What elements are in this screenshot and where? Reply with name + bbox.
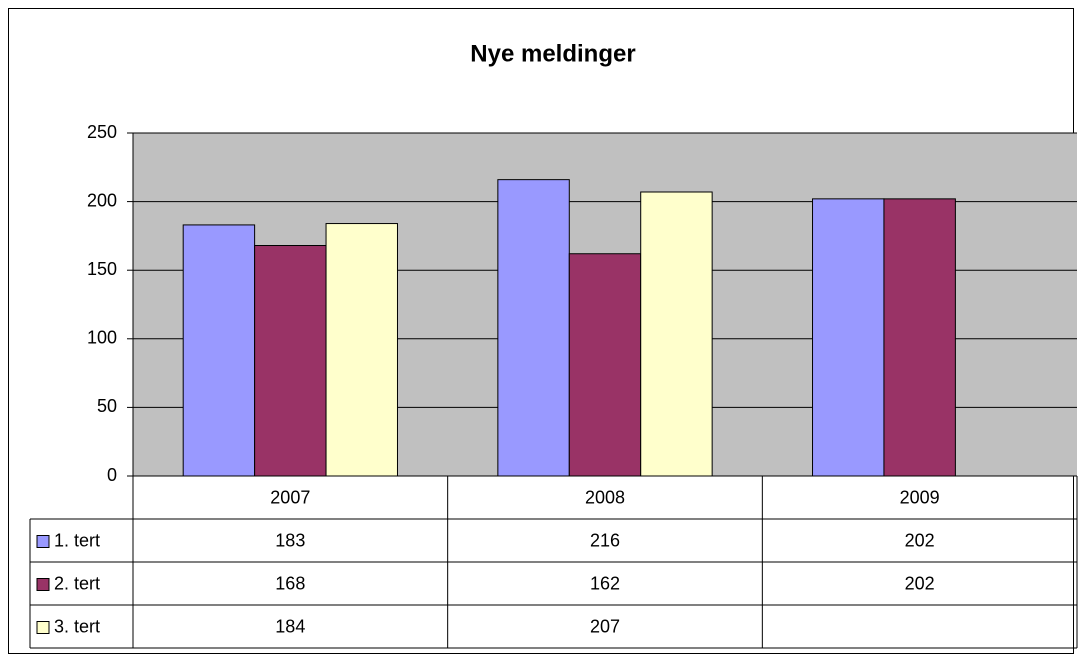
y-tick-label: 100 <box>87 328 117 348</box>
data-table-value: 162 <box>590 573 620 593</box>
y-tick-label: 0 <box>107 465 117 485</box>
chart-title: Nye meldinger <box>470 40 635 67</box>
legend-label: 2. tert <box>54 573 100 593</box>
data-table-value: 202 <box>905 573 935 593</box>
data-table-value: 207 <box>590 616 620 636</box>
bar <box>254 245 327 477</box>
legend-label: 1. tert <box>54 530 100 550</box>
data-table-value: 216 <box>590 530 620 550</box>
bar <box>812 198 885 477</box>
y-tick-label: 200 <box>87 190 117 210</box>
bar <box>182 224 256 477</box>
data-table-value: 168 <box>275 573 305 593</box>
y-tick-label: 150 <box>87 259 117 279</box>
x-tick-label: 2008 <box>585 487 625 507</box>
bar <box>883 198 956 477</box>
legend-swatch <box>36 621 50 634</box>
y-tick-label: 50 <box>97 396 117 416</box>
y-tick-label: 250 <box>87 122 117 142</box>
bar <box>497 179 570 477</box>
x-tick-label: 2009 <box>900 487 940 507</box>
data-table-value: 183 <box>275 530 305 550</box>
data-table-value: 184 <box>275 616 305 636</box>
data-table-value: 202 <box>905 530 935 550</box>
x-tick-label: 2007 <box>270 487 310 507</box>
legend-swatch <box>36 535 50 548</box>
bar <box>325 223 398 477</box>
legend-swatch <box>36 578 50 591</box>
legend-label: 3. tert <box>54 616 100 636</box>
bar <box>568 253 642 477</box>
bar <box>640 191 713 477</box>
